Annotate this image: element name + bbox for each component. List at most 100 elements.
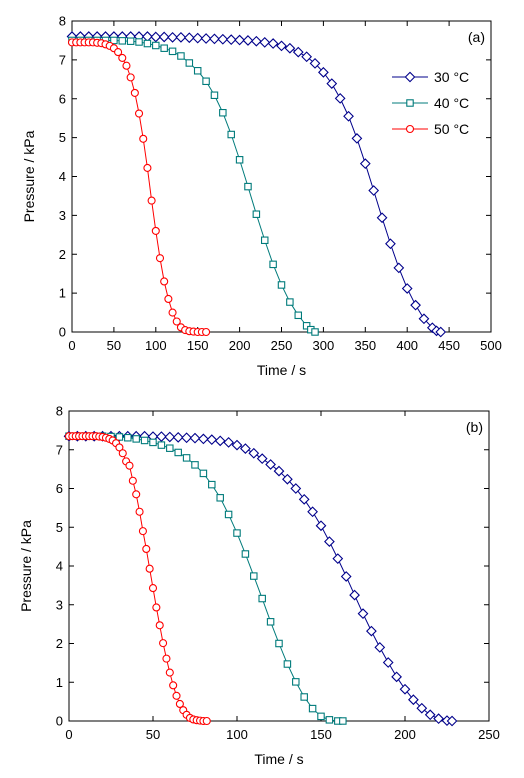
- data-point: [193, 67, 202, 75]
- data-point: [433, 713, 444, 725]
- data-point: [340, 571, 352, 582]
- y-tick-label: 5: [59, 130, 66, 145]
- data-point: [149, 438, 157, 447]
- data-point: [382, 657, 394, 668]
- data-point: [192, 32, 204, 44]
- data-point: [366, 625, 377, 637]
- chart-panel-b: 0 50 100 150 200 250 0 1 2 3 4 5 6 7 8 Time / s Pressure…: [18, 404, 500, 768]
- data-point: [132, 435, 140, 443]
- data-point: [166, 444, 174, 452]
- x-tick-label: 0: [68, 338, 75, 353]
- data-point: [159, 639, 168, 648]
- data-point: [130, 88, 139, 97]
- y-tick-label: 6: [59, 91, 66, 106]
- data-point: [410, 299, 421, 311]
- y-tick-label: 0: [59, 325, 66, 340]
- data-point: [139, 134, 148, 143]
- y-tick-label: 6: [56, 481, 63, 496]
- chart-panel-a: 0 50 100 150 200 250 300 350 400 450 500 0 1 2 3 4 5 6 7 8 T…: [21, 14, 502, 379]
- data-point: [115, 443, 124, 452]
- data-point: [175, 31, 187, 43]
- data-point: [290, 483, 302, 494]
- data-point: [233, 529, 241, 537]
- data-point: [151, 226, 160, 235]
- data-point: [164, 294, 173, 304]
- data-point: [172, 431, 184, 443]
- data-point: [408, 694, 419, 706]
- data-point: [283, 660, 292, 668]
- data-point: [169, 681, 178, 690]
- data-point: [147, 196, 156, 205]
- data-point: [391, 671, 402, 683]
- y-tick-label: 7: [56, 442, 63, 457]
- data-point: [351, 133, 363, 144]
- data-point: [282, 473, 293, 485]
- data-point: [256, 453, 268, 465]
- data-point: [200, 33, 212, 44]
- data-point: [126, 37, 135, 45]
- data-point: [156, 431, 167, 442]
- data-point: [206, 434, 218, 446]
- y-tick-label: 2: [56, 636, 63, 651]
- y-tick-label: 5: [56, 520, 63, 535]
- data-point: [241, 550, 250, 558]
- data-point: [210, 91, 219, 100]
- data-point: [164, 431, 176, 443]
- data-point: [266, 618, 275, 626]
- data-point: [227, 130, 235, 139]
- data-point: [225, 34, 237, 46]
- x-tick-label: 150: [310, 727, 332, 742]
- data-point: [143, 163, 152, 172]
- data-point: [399, 683, 411, 695]
- x-tick-label: 50: [146, 727, 160, 742]
- data-point: [202, 77, 210, 86]
- data-point: [250, 35, 262, 47]
- data-point: [183, 32, 195, 44]
- data-point: [160, 44, 168, 52]
- x-tick-label: 250: [478, 727, 500, 742]
- data-point: [376, 212, 388, 224]
- data-point: [122, 61, 131, 70]
- y-tick-label: 7: [59, 52, 66, 67]
- series-diamond: [63, 430, 458, 727]
- data-point: [298, 493, 310, 505]
- x-tick-label: 0: [65, 727, 72, 742]
- data-point: [259, 37, 271, 48]
- data-point: [307, 506, 318, 518]
- legend-marker: [404, 71, 416, 83]
- data-point: [294, 311, 303, 320]
- y-tick-label: 3: [59, 208, 66, 223]
- data-point: [126, 73, 135, 82]
- data-point: [143, 39, 152, 48]
- data-point: [135, 38, 143, 46]
- y-axis-label: Pressure / kPa: [21, 130, 37, 222]
- data-point: [248, 447, 260, 459]
- data-point: [198, 433, 209, 445]
- data-point: [334, 92, 346, 104]
- data-point: [258, 594, 266, 603]
- series-circle: [64, 432, 211, 726]
- data-point: [185, 59, 194, 67]
- legend-label: 40 °C: [434, 95, 469, 111]
- data-point: [424, 709, 436, 721]
- data-point: [118, 449, 127, 458]
- x-tick-label: 400: [396, 338, 418, 353]
- data-point: [240, 443, 251, 454]
- y-tick-label: 8: [59, 14, 66, 29]
- data-point: [142, 544, 151, 554]
- data-point: [128, 476, 137, 485]
- data-point: [216, 494, 224, 502]
- x-tick-label: 200: [394, 727, 416, 742]
- data-point: [435, 326, 447, 338]
- data-point: [277, 281, 286, 289]
- x-tick-label: 450: [438, 338, 460, 353]
- data-point: [118, 37, 127, 45]
- data-point: [177, 52, 185, 60]
- series-diamond: [66, 31, 447, 338]
- data-point: [252, 210, 261, 218]
- x-axis-label: Time / s: [254, 751, 303, 767]
- data-point: [416, 702, 428, 714]
- data-point: [199, 469, 208, 478]
- data-point: [269, 260, 277, 269]
